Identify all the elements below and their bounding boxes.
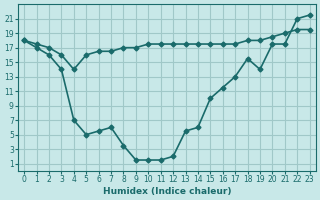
X-axis label: Humidex (Indice chaleur): Humidex (Indice chaleur) bbox=[103, 187, 231, 196]
